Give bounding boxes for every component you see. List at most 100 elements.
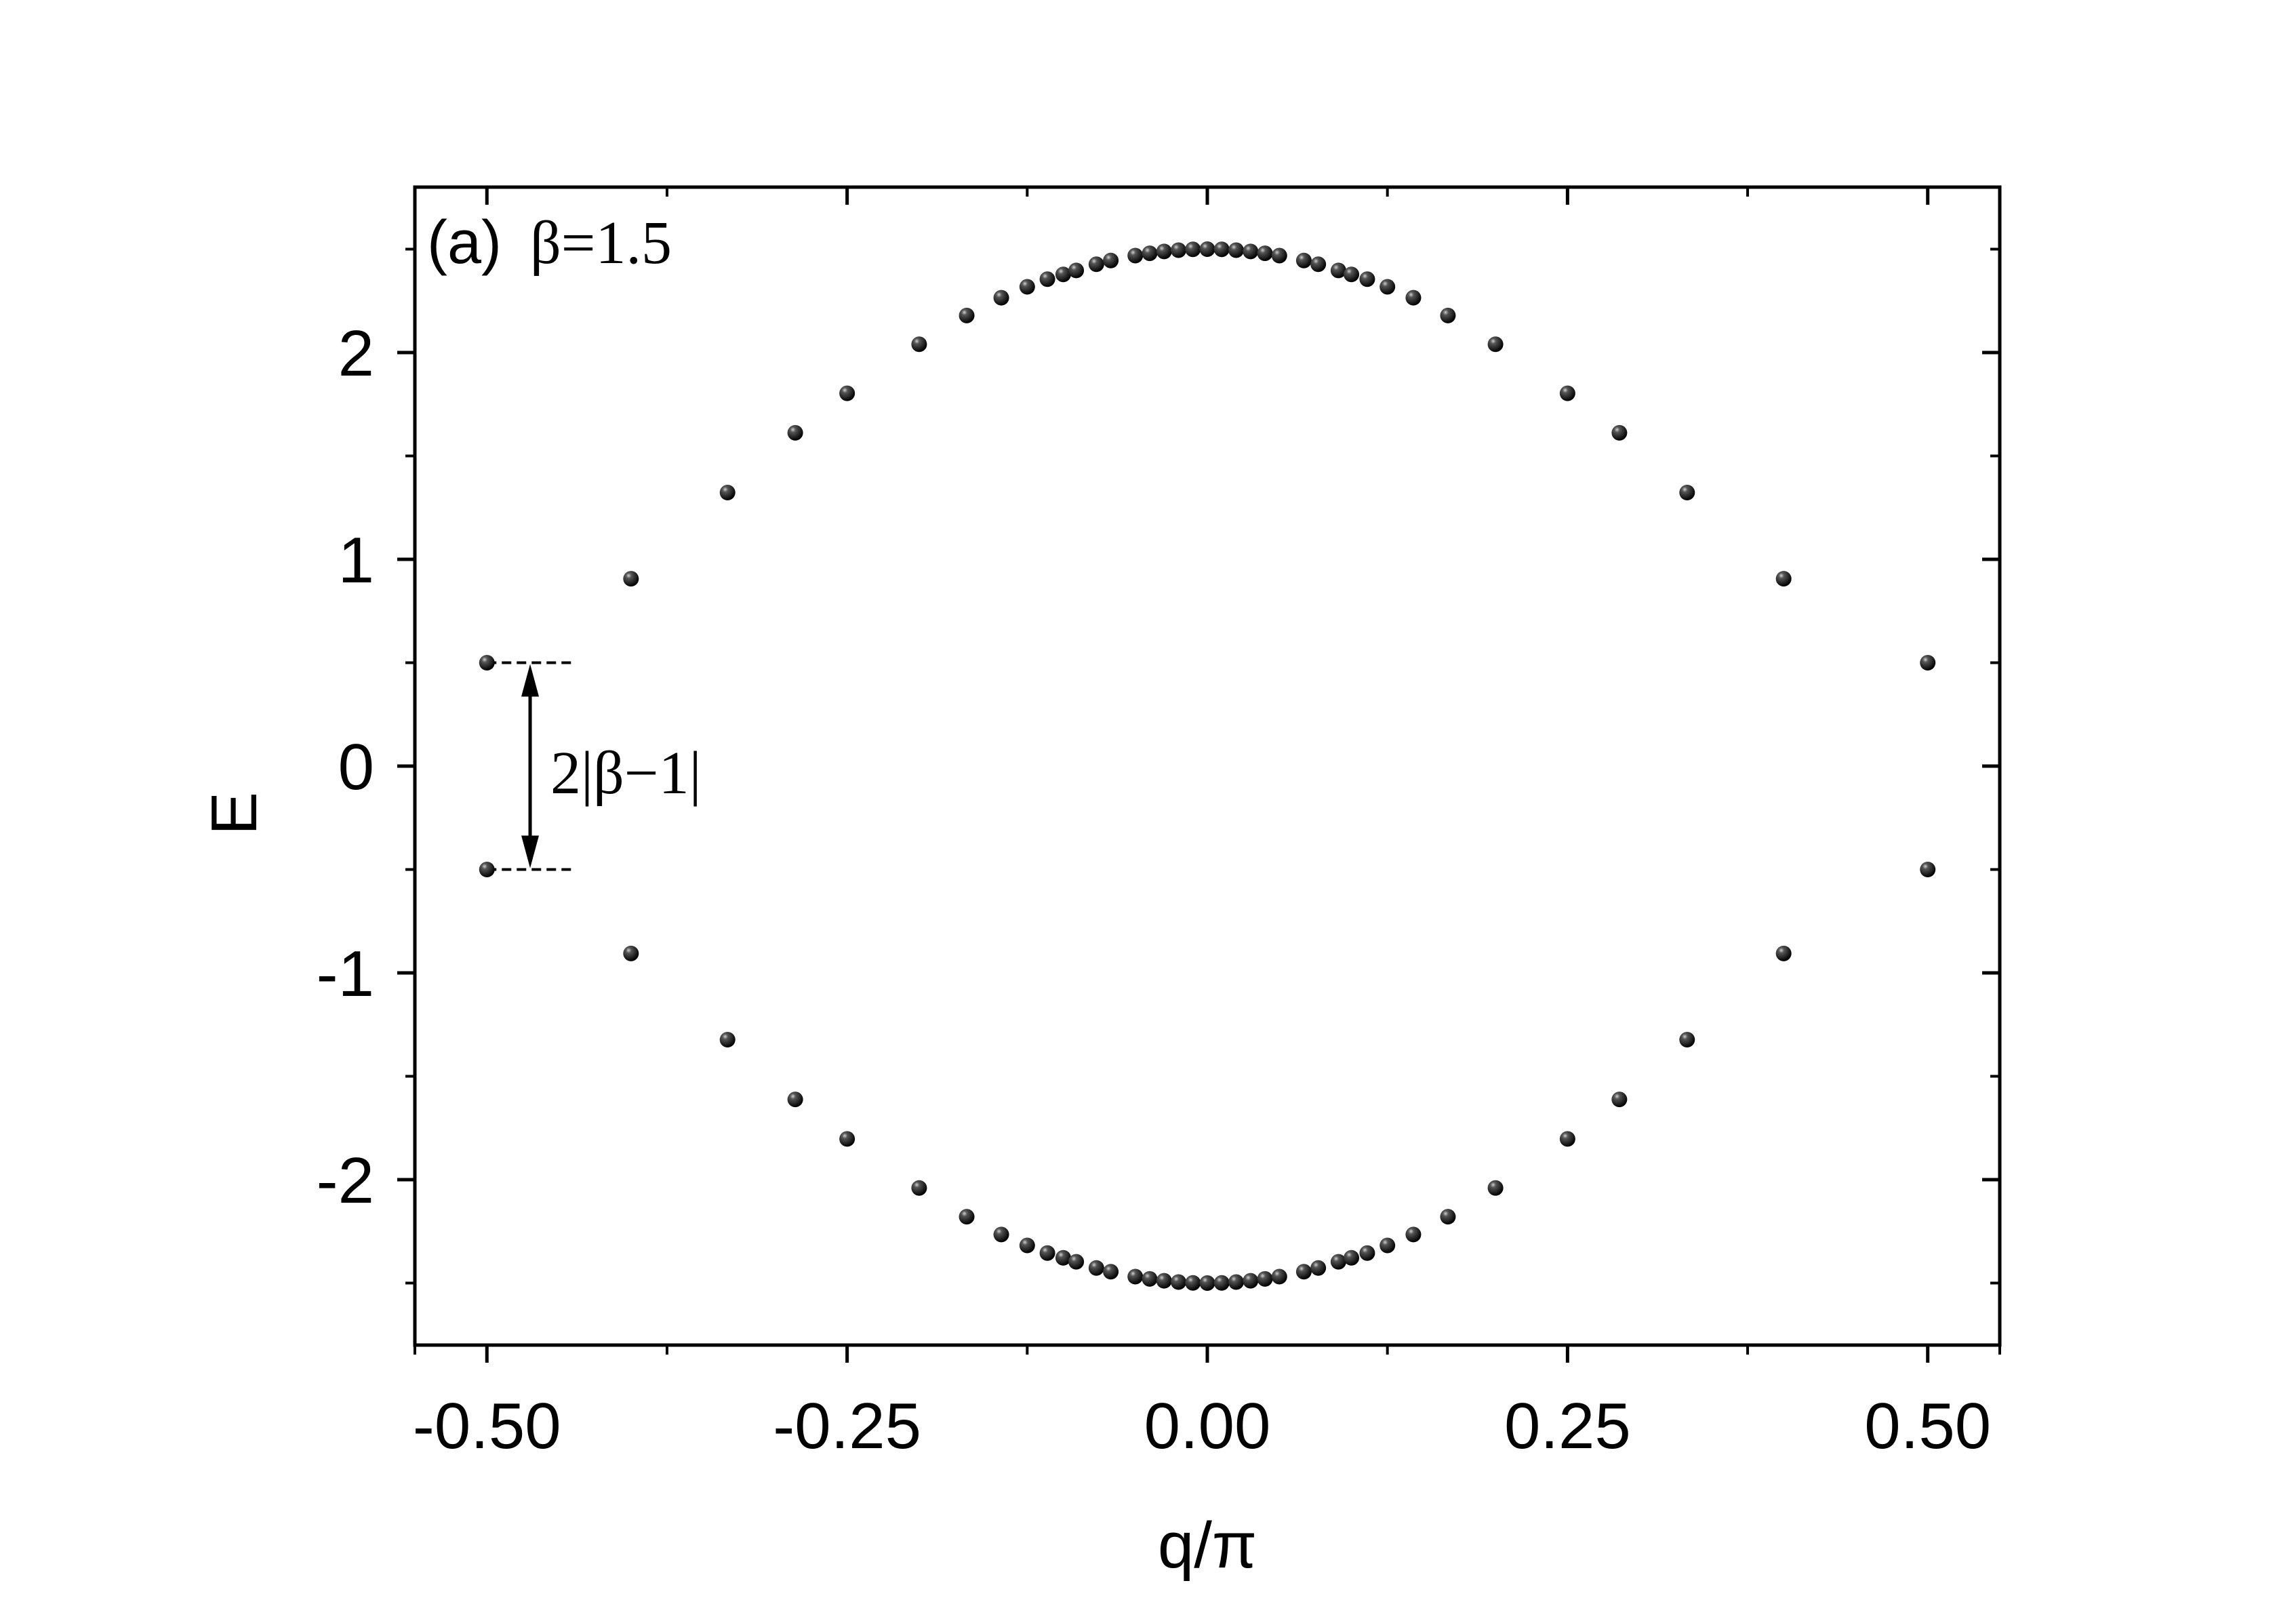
axis-ticks: [397, 187, 2001, 1363]
data-point: [1170, 1274, 1186, 1290]
data-point: [1127, 247, 1144, 264]
data-point: [1679, 484, 1695, 500]
data-point: [1213, 241, 1230, 258]
data-point: [1487, 1180, 1504, 1196]
data-point: [1271, 1268, 1287, 1285]
data-point: [1142, 1271, 1158, 1287]
data-point: [1405, 1226, 1422, 1243]
data-point: [1330, 1254, 1346, 1270]
parameter-label: β=1.5: [530, 209, 672, 277]
y-tick-label: 2: [338, 317, 374, 390]
gap-arrow-head-down: [521, 835, 540, 868]
data-point: [1068, 262, 1085, 279]
data-point: [623, 571, 639, 587]
data-point: [1055, 1249, 1071, 1266]
x-axis-title: q/π: [1158, 1509, 1257, 1582]
data-point: [1295, 1264, 1312, 1280]
data-point: [1156, 1273, 1172, 1289]
data-point: [1559, 1131, 1575, 1147]
x-tick-label: 0.50: [1864, 1390, 1991, 1462]
data-point: [1440, 1209, 1456, 1225]
data-point: [1103, 252, 1119, 268]
data-point: [1257, 1271, 1273, 1287]
data-point: [911, 1180, 927, 1196]
data-point: [719, 1032, 736, 1048]
data-point: [1611, 1092, 1628, 1108]
data-point: [1243, 243, 1259, 260]
data-point: [911, 336, 927, 353]
x-tick-label: 0.00: [1144, 1390, 1271, 1462]
data-point: [1156, 243, 1172, 260]
data-point: [1379, 1237, 1396, 1254]
data-point: [1379, 279, 1396, 295]
data-point: [993, 1226, 1009, 1243]
data-point: [959, 1209, 975, 1225]
data-point: [1310, 1260, 1327, 1276]
data-point: [993, 289, 1009, 306]
data-point: [1330, 262, 1346, 279]
data-point: [1088, 1260, 1104, 1276]
panel-label: (a): [427, 209, 502, 277]
data-point: [787, 1092, 803, 1108]
data-point: [479, 655, 495, 671]
data-point: [1559, 385, 1575, 401]
data-point: [1679, 1032, 1695, 1048]
data-point: [1295, 252, 1312, 268]
data-point: [1920, 655, 1936, 671]
gap-marker: [487, 661, 573, 871]
x-tick-label: 0.25: [1504, 1390, 1631, 1462]
data-point: [623, 945, 639, 961]
data-point: [1257, 245, 1273, 262]
data-point: [479, 862, 495, 877]
data-point: [1019, 279, 1035, 295]
data-point: [1611, 424, 1628, 441]
data-point: [1359, 1245, 1375, 1261]
data-point: [1359, 271, 1375, 287]
data-point: [1103, 1264, 1119, 1280]
data-point: [1440, 307, 1456, 323]
x-tick-label: -0.25: [773, 1390, 921, 1462]
gap-arrow-head-up: [521, 664, 540, 697]
y-tick-label: -2: [317, 1144, 374, 1217]
y-tick-label: 0: [338, 731, 374, 803]
data-point: [1487, 336, 1504, 353]
data-point: [1213, 1275, 1230, 1291]
data-point: [1344, 1249, 1360, 1266]
y-tick-label: 1: [338, 524, 374, 597]
data-point: [1228, 1274, 1245, 1290]
data-point: [1055, 266, 1071, 283]
data-point: [1170, 242, 1186, 258]
data-point: [1920, 862, 1936, 877]
data-point: [719, 484, 736, 500]
data-point: [1127, 1268, 1144, 1285]
y-tick-label: -1: [317, 938, 374, 1010]
data-point: [1019, 1237, 1035, 1254]
data-point: [959, 307, 975, 323]
data-point: [1199, 241, 1215, 257]
data-point: [1199, 1275, 1215, 1291]
data-point: [1775, 945, 1792, 961]
data-point: [787, 424, 803, 441]
data-points: [479, 241, 1936, 1291]
x-tick-label: -0.50: [413, 1390, 561, 1462]
data-point: [1271, 247, 1287, 264]
data-point: [1039, 271, 1055, 287]
data-point: [1344, 266, 1360, 283]
data-point: [1142, 245, 1158, 262]
data-point: [1228, 242, 1245, 258]
data-point: [1185, 1275, 1201, 1291]
data-point: [1088, 256, 1104, 273]
x-tick-labels: -0.50 -0.25 0.00 0.25 0.50: [413, 1390, 1991, 1462]
data-point: [1310, 256, 1327, 273]
data-point: [1068, 1254, 1085, 1270]
data-point: [1405, 289, 1422, 306]
data-point: [1243, 1273, 1259, 1289]
data-point: [1185, 241, 1201, 258]
gap-annotation: 2|β−1|: [550, 740, 702, 807]
y-tick-labels: -2 -1 0 1 2: [317, 317, 374, 1217]
data-point: [1775, 571, 1792, 587]
y-axis-title: E: [198, 792, 270, 835]
data-point: [1039, 1245, 1055, 1261]
data-point: [839, 1131, 855, 1147]
